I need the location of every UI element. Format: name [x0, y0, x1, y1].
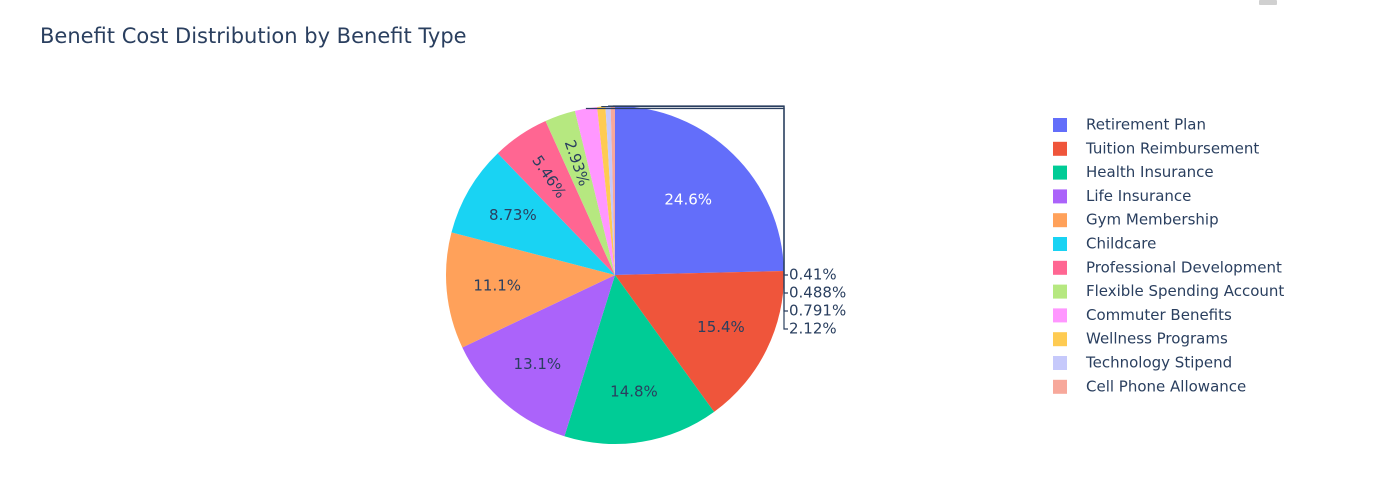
legend-label: Health Insurance: [1086, 163, 1214, 181]
legend-item-life-insurance[interactable]: Life Insurance: [1053, 187, 1191, 205]
legend-label: Tuition Reimbursement: [1085, 139, 1259, 157]
legend-item-gym-membership[interactable]: Gym Membership: [1053, 211, 1219, 229]
legend: Retirement Plan Tuition Reimbursement Heal…: [1053, 116, 1284, 395]
legend-label: Life Insurance: [1086, 187, 1191, 205]
slice-label-retirement-plan: 24.6%: [664, 191, 712, 209]
legend-label: Commuter Benefits: [1086, 306, 1232, 324]
legend-item-professional-development[interactable]: Professional Development: [1053, 258, 1282, 276]
legend-item-flexible-spending-account[interactable]: Flexible Spending Account: [1053, 282, 1284, 300]
slice-label-life-insurance: 13.1%: [514, 355, 562, 373]
chart-title: Benefit Cost Distribution by Benefit Typ…: [40, 24, 467, 48]
legend-swatch: [1053, 141, 1067, 156]
camera-icon[interactable]: [1258, 0, 1278, 6]
legend-swatch: [1053, 332, 1067, 347]
legend-item-health-insurance[interactable]: Health Insurance: [1053, 163, 1214, 181]
legend-label: Gym Membership: [1086, 211, 1219, 229]
legend-swatch: [1053, 213, 1067, 228]
pie-slice-childcare[interactable]: [451, 153, 615, 275]
pie-slice-cell-phone-allowance[interactable]: [610, 106, 615, 275]
outside-slice-labels: 0.41%0.488%0.791%2.12%: [585, 105, 846, 338]
legend-item-technology-stipend[interactable]: Technology Stipend: [1053, 354, 1232, 372]
slice-label-wellness-programs: 0.791%: [789, 302, 846, 320]
legend-swatch: [1053, 189, 1067, 204]
legend-item-tuition-reimbursement[interactable]: Tuition Reimbursement: [1053, 139, 1259, 157]
legend-item-wellness-programs[interactable]: Wellness Programs: [1053, 330, 1228, 348]
pie-slices: [445, 106, 784, 445]
legend-swatch: [1053, 165, 1067, 180]
pie-slice-life-insurance[interactable]: [462, 275, 615, 437]
legend-swatch: [1053, 356, 1067, 370]
slice-label-tuition-reimbursement: 15.4%: [697, 318, 745, 336]
pie-slice-technology-stipend[interactable]: [605, 106, 615, 275]
pie-slice-flexible-spending-account[interactable]: [545, 110, 615, 276]
legend-label: Wellness Programs: [1086, 330, 1228, 348]
legend-label: Retirement Plan: [1086, 116, 1206, 134]
slice-label-technology-stipend: 0.488%: [789, 284, 846, 302]
pie-slice-professional-development[interactable]: [497, 120, 615, 276]
legend-label: Cell Phone Allowance: [1086, 377, 1246, 395]
slice-label-cell-phone-allowance: 0.41%: [789, 266, 837, 284]
pie-slice-tuition-reimbursement[interactable]: [615, 270, 784, 412]
pie-slice-commuter-benefits[interactable]: [574, 106, 615, 275]
legend-swatch: [1053, 308, 1067, 323]
legend-label: Professional Development: [1086, 258, 1282, 276]
pie-slice-retirement-plan[interactable]: [615, 106, 784, 275]
pie-slice-gym-membership[interactable]: [445, 232, 615, 348]
slice-label-gym-membership: 11.1%: [473, 277, 521, 295]
legend-swatch: [1053, 118, 1067, 132]
legend-label: Childcare: [1086, 235, 1156, 253]
legend-item-commuter-benefits[interactable]: Commuter Benefits: [1053, 306, 1232, 324]
legend-item-cell-phone-allowance[interactable]: Cell Phone Allowance: [1053, 377, 1246, 395]
slice-label-health-insurance: 14.8%: [610, 382, 658, 400]
legend-item-retirement-plan[interactable]: Retirement Plan: [1053, 116, 1206, 134]
legend-swatch: [1053, 260, 1067, 275]
slice-label-childcare: 8.73%: [489, 206, 537, 224]
pie-slice-wellness-programs[interactable]: [597, 106, 615, 275]
slice-label-commuter-benefits: 2.12%: [789, 320, 837, 338]
legend-label: Technology Stipend: [1085, 354, 1232, 372]
legend-item-childcare[interactable]: Childcare: [1053, 235, 1156, 253]
legend-swatch: [1053, 237, 1067, 251]
legend-label: Flexible Spending Account: [1086, 282, 1284, 300]
legend-swatch: [1053, 379, 1067, 394]
leader-line-commuter-benefits: [585, 107, 788, 330]
pie-slice-health-insurance[interactable]: [564, 275, 715, 445]
legend-swatch: [1053, 284, 1067, 299]
